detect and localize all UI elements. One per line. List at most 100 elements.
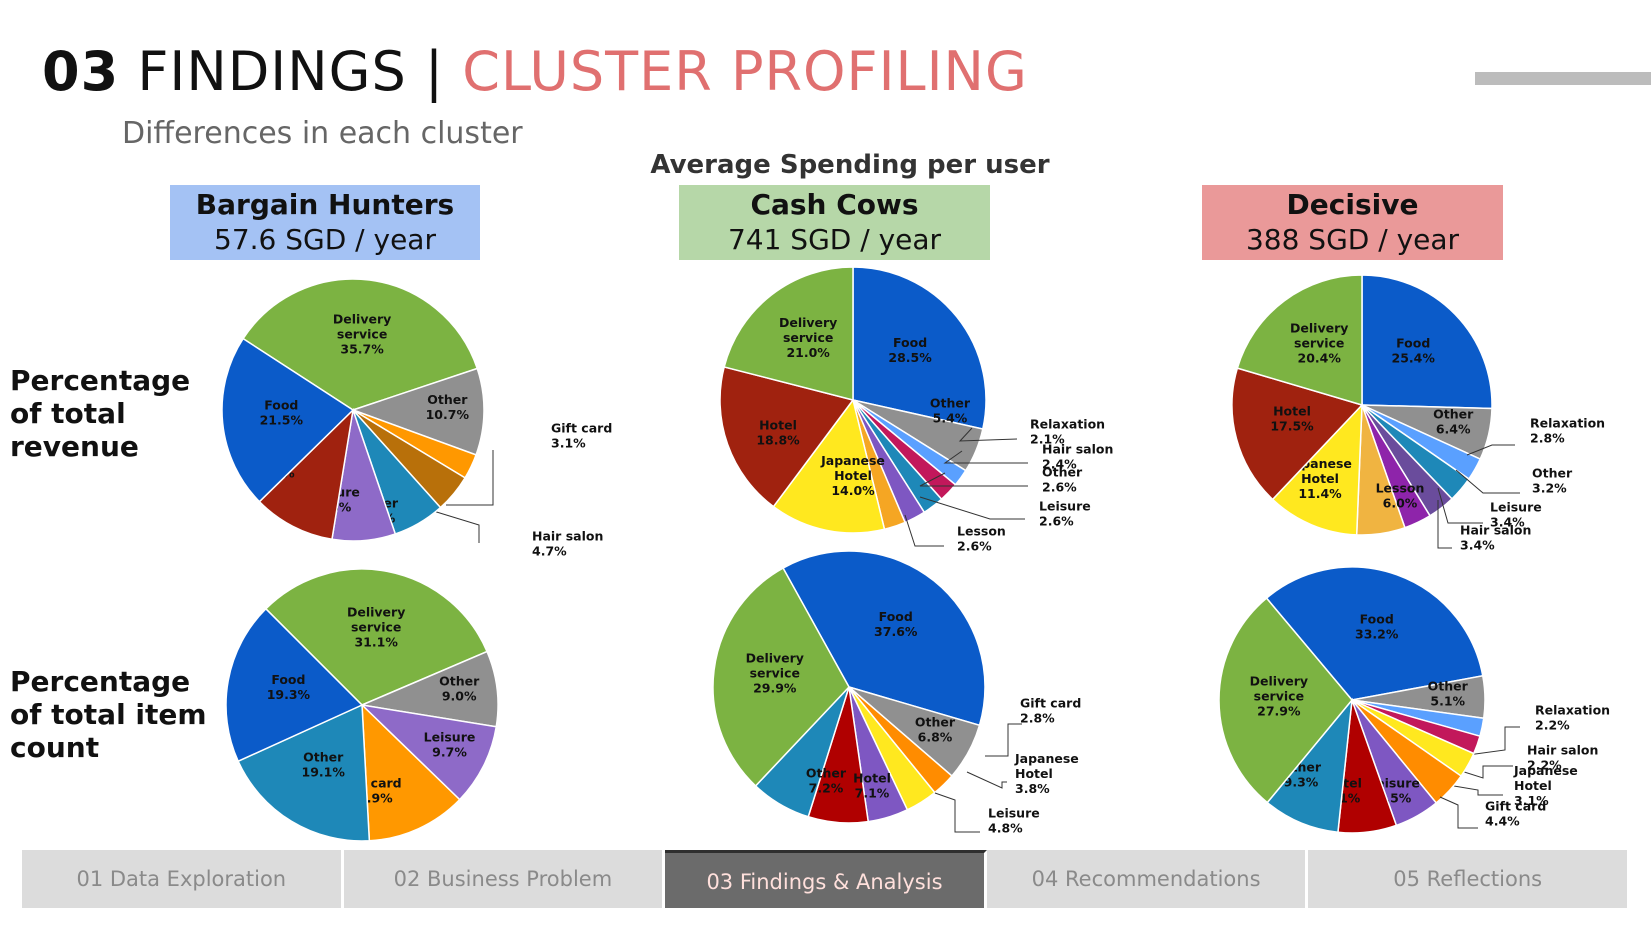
page-title: 03 FINDINGS | CLUSTER PROFILING — [42, 40, 1028, 104]
pie-slice-food — [782, 550, 986, 727]
nav-tab-recommendations[interactable]: 04 Recommendations — [986, 850, 1309, 908]
slice-label: Food 28.5% — [888, 335, 932, 365]
slice-label: Other 3.2% — [1532, 466, 1573, 496]
slice-label: Lesson 6.0% — [1376, 481, 1425, 511]
row-label-line: of total item — [10, 698, 207, 731]
pie-slice-gift-card — [361, 703, 461, 842]
pie-slice-hotel — [719, 366, 855, 508]
leader-line — [919, 472, 1028, 487]
slice-label: Hair salon 2.2% — [1527, 743, 1598, 773]
slice-label: Leisure 3.4% — [1490, 500, 1542, 530]
leader-line — [985, 723, 1022, 757]
leader-line — [446, 450, 494, 506]
slice-label: Delivery service 35.7% — [333, 312, 391, 357]
slice-label: Delivery service 29.9% — [746, 651, 804, 696]
slice-label: Food 25.4% — [1392, 336, 1436, 366]
pie-slice-japanese-hotel — [772, 398, 886, 534]
pie-slice-food — [852, 266, 987, 430]
slice-label: Leisure 2.6% — [1039, 499, 1091, 529]
leader-line — [904, 514, 944, 547]
slice-label: Other 5.4% — [930, 396, 971, 426]
leader-line — [958, 427, 1018, 442]
slice-label: Food 37.6% — [874, 609, 918, 639]
slice-label: Other 5.1% — [1428, 678, 1469, 708]
pie-slice-delivery-service — [242, 278, 479, 411]
nav-tab-data-exploration[interactable]: 01 Data Exploration — [22, 850, 344, 908]
pie-chart-5: Food 37.6% Other 6.8% Gift card 2.8% Japanese H… — [712, 550, 1081, 836]
cluster-name: Cash Cows — [750, 188, 919, 221]
nav-tab-reflections[interactable]: 05 Reflections — [1308, 850, 1627, 908]
leader-line — [1447, 784, 1503, 796]
pie-slice-delivery-service — [1218, 597, 1353, 804]
row-label-line: of total — [10, 397, 126, 430]
row-label-revenue: Percentage of total revenue — [10, 364, 190, 463]
leader-line — [1439, 796, 1478, 829]
slice-label: Delivery service 21.0% — [779, 315, 837, 360]
bottom-nav: 01 Data Exploration 02 Business Problem … — [22, 850, 1627, 908]
pie-slice-other — [350, 367, 485, 456]
title-separator: | — [424, 40, 445, 103]
slice-label: Leisure 4.8% — [988, 806, 1040, 836]
title-main: FINDINGS — [137, 40, 407, 103]
slice-label: Hair salon 2.4% — [1042, 442, 1113, 472]
pie-chart-4: Delivery service 31.1% Other 9.0% Leisure 9.7%… — [225, 568, 499, 842]
pie-chart-1: Delivery service 35.7% Other 10.7% Gift card 3… — [221, 278, 612, 559]
cluster-header-decisive: Decisive 388 SGD / year — [1202, 185, 1503, 260]
slice-label: Food 19.3% — [267, 672, 311, 702]
row-label-line: Percentage — [10, 665, 191, 698]
slice-label: Relaxation 2.1% — [1030, 417, 1105, 447]
pie-chart-2: Food 28.5% Other 5.4% Relaxation 2.1%Hair sal… — [719, 266, 1113, 554]
pie-slice-hotel — [258, 407, 355, 541]
slice-label: Delivery service 31.1% — [347, 605, 405, 650]
slice-label: Food 33.2% — [1355, 612, 1399, 642]
slice-label: Gift card 4.4% — [1485, 799, 1546, 829]
slice-label: Gift card 3.1% — [551, 421, 612, 451]
pie-slice-delivery-service — [723, 266, 854, 401]
title-accent: CLUSTER PROFILING — [462, 40, 1028, 103]
slice-label: Hotel 17.5% — [1270, 404, 1314, 434]
leader-line — [1466, 444, 1515, 456]
slice-label: Hair salon 4.7% — [532, 529, 603, 559]
pie-slice-food — [225, 607, 364, 763]
pie-slice-hotel — [1231, 367, 1364, 501]
row-label-line: revenue — [10, 430, 139, 463]
nav-tab-findings-analysis[interactable]: 03 Findings & Analysis — [665, 850, 987, 908]
pie-slice-delivery-service — [712, 567, 850, 787]
pie-slice-other — [1266, 697, 1354, 834]
nav-tab-business-problem[interactable]: 02 Business Problem — [343, 850, 666, 908]
slice-label: Japanese Hotel 14.0% — [820, 453, 885, 498]
leader-line — [1437, 500, 1452, 549]
leader-line — [1467, 726, 1520, 756]
cluster-spend: 741 SGD / year — [727, 223, 942, 256]
slice-label: Other 7.2% — [806, 766, 847, 796]
title-number: 03 — [42, 40, 120, 103]
slice-label: Delivery service 20.4% — [1290, 321, 1348, 366]
page-subtitle: Differences in each cluster — [122, 116, 523, 151]
pie-slice-food — [1265, 566, 1484, 701]
slice-label: Other 10.7% — [426, 392, 470, 422]
cluster-spend: 57.6 SGD / year — [214, 223, 436, 256]
slice-label: Other 19.1% — [302, 749, 346, 779]
pie-slice-food — [1361, 274, 1493, 410]
slice-label: Delivery service 27.9% — [1250, 673, 1308, 718]
slice-label: Gift card 2.8% — [1020, 696, 1081, 726]
pie-slice-other — [237, 703, 371, 842]
cluster-name: Decisive — [1286, 188, 1419, 221]
decorative-bar — [1475, 72, 1651, 85]
cluster-spend: 388 SGD / year — [1245, 223, 1460, 256]
leader-line — [966, 771, 1007, 789]
slice-label: Japanese Hotel 3.1% — [1513, 763, 1578, 808]
pie-slice-food — [221, 337, 355, 503]
slice-label: Leisure 9.7% — [424, 729, 476, 759]
slice-label: Lesson 2.6% — [957, 524, 1006, 554]
slice-label: Relaxation 2.8% — [1530, 416, 1605, 446]
leader-line — [943, 450, 1028, 464]
row-label-line: Percentage — [10, 364, 191, 397]
slice-label: Relaxation 2.2% — [1535, 703, 1610, 733]
pie-slice-japanese-hotel — [1271, 403, 1363, 536]
leader-line — [429, 509, 480, 543]
pie-chart-3: Food 25.4% Other 6.4% Relaxation 2.8% Other 3.2… — [1231, 274, 1605, 553]
slice-label: Food 21.5% — [260, 398, 304, 428]
